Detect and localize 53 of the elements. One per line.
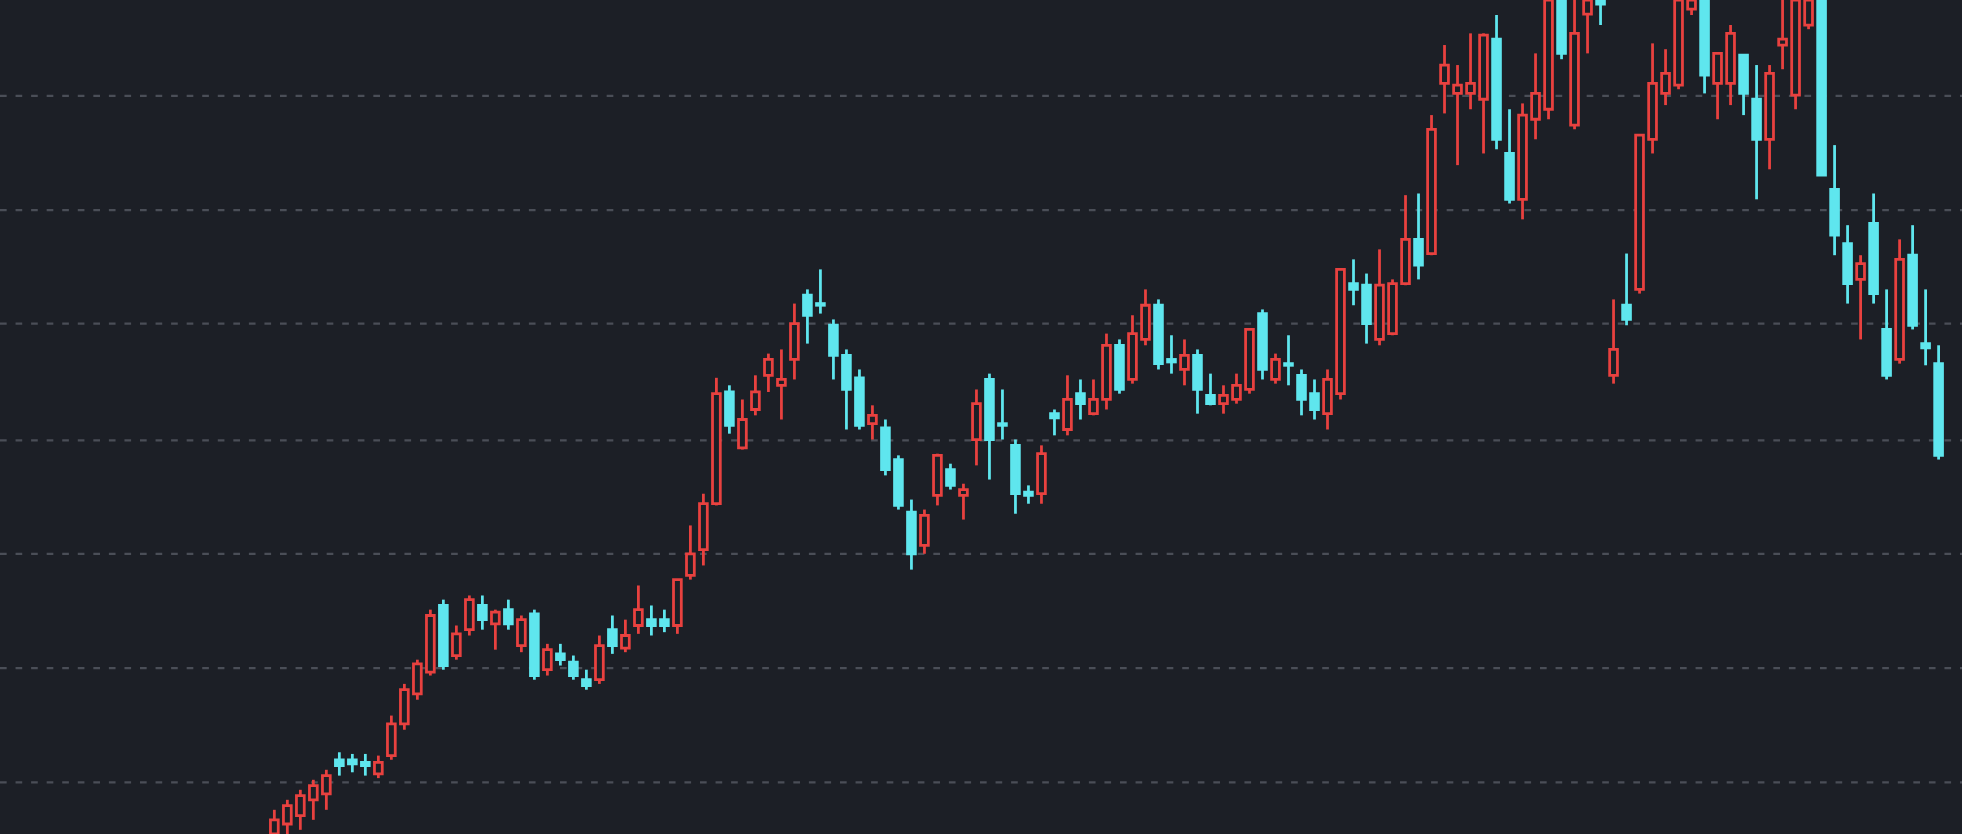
- candlestick: [958, 482, 969, 521]
- candlestick: [581, 668, 592, 692]
- candlestick: [620, 618, 631, 654]
- candlestick: [1075, 378, 1086, 421]
- candlestick: [1842, 223, 1853, 305]
- candlestick: [1829, 143, 1840, 257]
- candlestick: [1881, 288, 1892, 381]
- candlestick: [1179, 338, 1190, 387]
- candlestick: [1036, 443, 1047, 506]
- candlestick: [906, 498, 917, 572]
- candlestick: [1062, 373, 1073, 437]
- candlestick: [1608, 298, 1619, 386]
- candlestick: [542, 642, 553, 677]
- candlestick: [867, 403, 878, 441]
- candlestick: [464, 594, 475, 637]
- candlestick: [490, 608, 501, 652]
- candlestick: [555, 642, 566, 667]
- candlestick: [750, 373, 761, 417]
- candlestick: [594, 634, 605, 686]
- candlestick: [789, 302, 800, 381]
- candlestick: [1621, 252, 1632, 327]
- candlestick: [1205, 372, 1216, 407]
- candlestick: [971, 388, 982, 467]
- candlestick: [1270, 352, 1281, 386]
- candlestick: [932, 452, 943, 507]
- candlestick: [776, 348, 787, 421]
- candlestick: [1582, 0, 1593, 55]
- candlestick: [477, 594, 488, 632]
- candlestick: [724, 383, 735, 436]
- candlestick: [568, 654, 579, 682]
- candlestick: [1855, 253, 1866, 341]
- candlestick: [945, 462, 956, 491]
- candlestick: [672, 578, 683, 636]
- candlestick: [607, 614, 618, 656]
- candlestick: [1595, 0, 1606, 27]
- candlestick: [516, 614, 527, 654]
- candlestick: [1738, 53, 1749, 117]
- candlestick: [737, 398, 748, 451]
- candlestick: [1504, 107, 1515, 205]
- candlestick: [503, 598, 514, 632]
- candlestick: [1049, 408, 1060, 437]
- candlestick: [1920, 288, 1931, 367]
- candlestick: [1751, 63, 1762, 201]
- candlestick: [1192, 348, 1203, 416]
- candlestick: [685, 524, 696, 582]
- candlestick: [1114, 338, 1125, 396]
- candlestick: [451, 624, 462, 662]
- candlestick: [763, 352, 774, 394]
- candlestick: [633, 584, 644, 636]
- candlestick: [919, 508, 930, 556]
- candlestick: [1413, 192, 1424, 281]
- candlestick: [1283, 333, 1294, 387]
- candlestick: [373, 754, 384, 780]
